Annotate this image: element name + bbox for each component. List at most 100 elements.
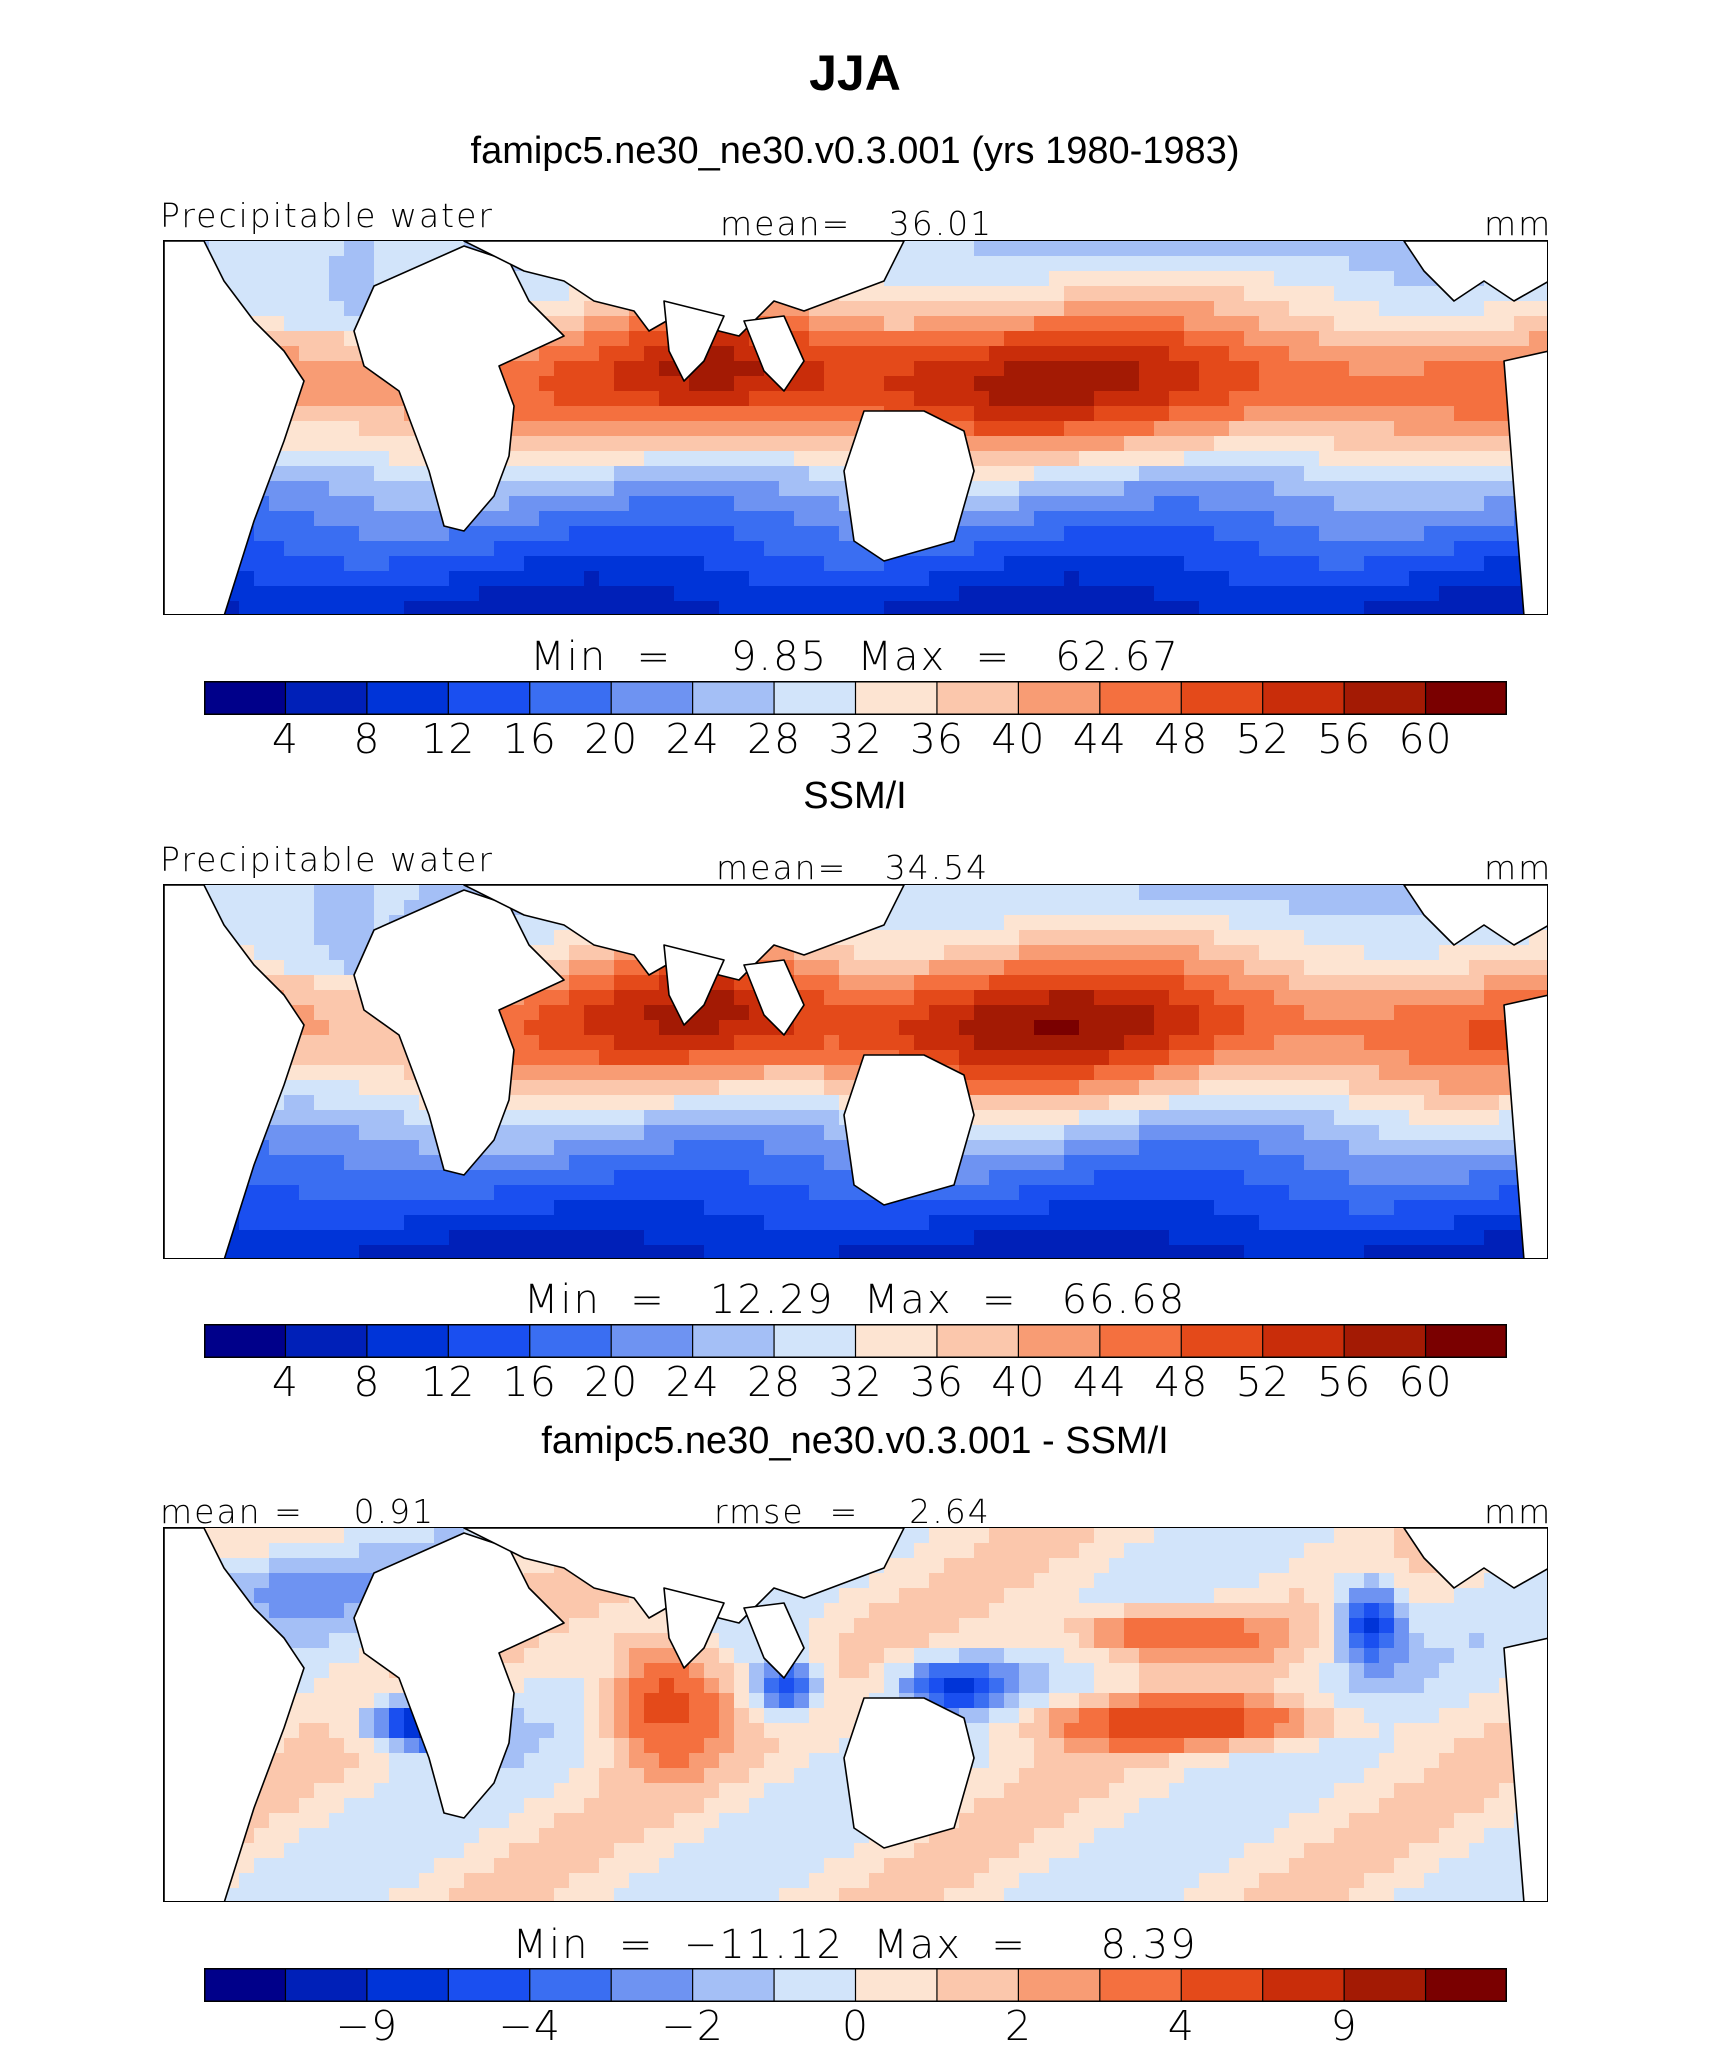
colorbar-tick-label: 36 (909, 715, 965, 763)
coastline (1403, 1528, 1547, 1589)
colorbar-tick-label: 4 (1167, 2002, 1195, 2050)
colorbar-swatch (1262, 681, 1346, 715)
colorbar-swatch (1180, 1968, 1264, 2002)
colorbar-tick-label: 4 (271, 715, 299, 763)
coastline (843, 410, 975, 562)
colorbar-swatch (204, 681, 287, 715)
coastline (353, 889, 565, 1176)
coastline (353, 245, 565, 532)
panel2-subtitle: SSM/I (803, 775, 907, 817)
colorbar-swatch (366, 681, 450, 715)
panel3-subtitle: famipc5.ne30_ne30.v0.3.001 - SSM/I (541, 1420, 1169, 1462)
colorbar-swatch (1180, 1324, 1264, 1358)
colorbar-swatch (936, 681, 1020, 715)
panel3-units-label: mm (1484, 1492, 1553, 1531)
coastline (164, 241, 305, 614)
colorbar-tick-label: 16 (502, 715, 557, 763)
coastline (663, 1587, 725, 1669)
colorbar-swatch (529, 681, 613, 715)
coastline (463, 885, 905, 981)
colorbar-tick-label: 52 (1235, 715, 1290, 763)
panel3-land (164, 1528, 1547, 1901)
colorbar-swatch (936, 1324, 1020, 1358)
colorbar-swatch (204, 1968, 287, 2002)
colorbar-tick-label: 9 (1330, 2002, 1358, 2050)
colorbar-tick-label: 44 (1072, 1358, 1127, 1406)
coastline (843, 1697, 975, 1849)
colorbar-tick-label: 36 (909, 1358, 965, 1406)
colorbar-tick-label: 56 (1317, 715, 1372, 763)
panel2-colorbar (204, 1324, 1507, 1358)
colorbar-swatch (1262, 1968, 1346, 2002)
panel1-units-label: mm (1484, 204, 1553, 243)
colorbar-swatch (366, 1324, 450, 1358)
coastline (743, 315, 805, 392)
colorbar-swatch (773, 1968, 857, 2002)
colorbar-tick-label: 52 (1235, 1358, 1290, 1406)
colorbar-swatch (204, 1324, 287, 1358)
colorbar-tick-label: 4 (271, 1358, 299, 1406)
panel3-colorbar (204, 1968, 1507, 2002)
panel2-land (164, 885, 1547, 1258)
colorbar-swatch (1017, 1324, 1101, 1358)
coastline (1503, 1637, 1547, 1901)
colorbar-tick-label: 32 (828, 1358, 883, 1406)
coastline (463, 1528, 905, 1624)
panel2-minmax: Min = 12.29 Max = 66.68 (523, 1277, 1187, 1323)
coastline (1403, 885, 1547, 946)
colorbar-swatch (447, 1324, 531, 1358)
colorbar-swatch (284, 1968, 368, 2002)
panel1-subtitle: famipc5.ne30_ne30.v0.3.001 (yrs 1980-198… (470, 130, 1240, 172)
coastline (743, 959, 805, 1036)
panel3-map (163, 1527, 1548, 1902)
panel1-map-svg (164, 241, 1547, 614)
colorbar-swatch (610, 681, 694, 715)
coastline (1503, 350, 1547, 614)
colorbar-tick-label: 24 (665, 715, 720, 763)
panel3-rmse-label: rmse = 2.64 (714, 1492, 991, 1531)
colorbar-tick-label: 20 (584, 715, 639, 763)
colorbar-tick-label: 8 (353, 1358, 381, 1406)
panel1-colorbar-svg (204, 681, 1507, 715)
colorbar-tick-label: 48 (1154, 715, 1209, 763)
coastline (164, 1528, 305, 1901)
colorbar-swatch (1343, 1324, 1427, 1358)
colorbar-swatch (773, 681, 857, 715)
panel3-map-svg (164, 1528, 1547, 1901)
panel3-colorbar-ticks: −9 −4 −2 0 2 4 9 (0, 2002, 1710, 2050)
colorbar-swatch (854, 681, 939, 715)
panel2-map (163, 884, 1548, 1259)
colorbar-swatch (1424, 1324, 1507, 1358)
panel1-mean-label: mean= 36.01 (720, 204, 994, 243)
panel3-minmax: Min = −11.12 Max = 8.39 (512, 1922, 1198, 1968)
panel3-colorbar-svg (204, 1968, 1507, 2002)
coastline (1403, 241, 1547, 302)
colorbar-swatch (1017, 681, 1101, 715)
colorbar-swatch (854, 1324, 939, 1358)
colorbar-swatch (529, 1968, 613, 2002)
colorbar-swatch (692, 1324, 776, 1358)
colorbar-swatch (1099, 681, 1183, 715)
colorbar-tick-label: −2 (661, 2002, 724, 2050)
colorbar-swatch (692, 681, 776, 715)
colorbar-swatch (1262, 1324, 1346, 1358)
panel1-minmax: Min = 9.85 Max = 62.67 (530, 634, 1180, 680)
colorbar-swatch (936, 1968, 1020, 2002)
colorbar-tick-label: 44 (1072, 715, 1127, 763)
panel2-units-label: mm (1484, 848, 1553, 887)
colorbar-tick-label: 20 (584, 1358, 639, 1406)
colorbar-swatch (610, 1324, 694, 1358)
panel2-colorbar-svg (204, 1324, 1507, 1358)
colorbar-swatch (1343, 1968, 1427, 2002)
panel2-map-svg (164, 885, 1547, 1258)
panel2-colorbar-ticks: 4 8 12 16 20 24 28 32 36 40 44 48 52 56 60 (0, 1358, 1710, 1406)
panel3-mean-label: mean = 0.91 (160, 1492, 436, 1531)
colorbar-swatch (1099, 1324, 1183, 1358)
colorbar-tick-label: 28 (746, 715, 802, 763)
coastline (164, 885, 305, 1258)
colorbar-tick-label: 12 (421, 715, 476, 763)
colorbar-swatch (1180, 681, 1264, 715)
colorbar-tick-label: 60 (1398, 715, 1453, 763)
colorbar-swatch (447, 681, 531, 715)
coastline (743, 1602, 805, 1679)
